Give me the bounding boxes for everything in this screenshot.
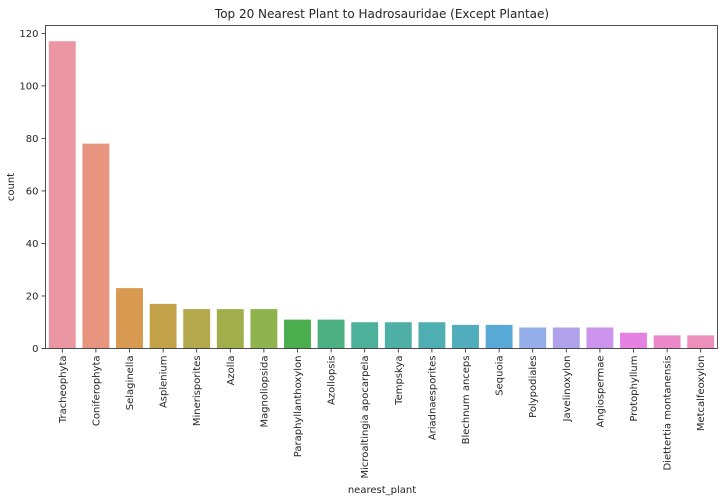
bar-microaltingia-apocarpela [351,322,379,349]
y-tick-label: 40 [26,239,39,250]
bar-magnoliopsida [250,309,278,349]
bar-azolla [216,309,244,349]
x-tick-label: Ariadnaesporites [427,356,438,441]
x-tick-label: Microaltingia apocarpela [360,356,371,479]
x-tick-label: Azolla [226,356,237,386]
x-tick-label: Protophyllum [629,356,640,422]
x-tick-label: Tempskya [394,356,405,406]
x-tick-label: Tracheophyta [58,356,69,425]
bar-azollopsis [317,319,345,349]
y-tick-label: 20 [26,291,39,302]
bar-tracheophyta [48,41,76,349]
plot-frame [45,25,718,349]
bar-ariadnaesporites [418,322,446,349]
x-tick-label: Minerisporites [192,356,203,427]
x-tick-label: Diettertia montanensis [663,356,674,471]
bar-angiospermae [586,327,614,349]
y-tick-label: 80 [26,134,39,145]
bar-selaginella [116,288,143,349]
x-tick-label: Blechnum anceps [461,356,472,445]
x-tick-label: Paraphyllanthoxylon [293,356,304,458]
bar-metcalfeoxylon [687,335,715,349]
y-tick-label: 60 [26,186,39,197]
bar-asplenium [149,303,177,349]
bar-tempskya [384,322,412,349]
x-tick-label: Javelinoxylon [562,356,573,423]
x-tick-label: Angiospermae [595,356,606,428]
x-tick-label: Metcalfeoxylon [696,356,707,432]
chart-title: Top 20 Nearest Plant to Hadrosauridae (E… [214,7,549,21]
x-tick-label: Magnoliopsida [259,356,270,428]
bar-protophyllum [620,332,647,349]
bar-paraphyllanthoxylon [284,319,311,349]
x-tick-label: Azollopsis [327,356,338,405]
x-tick-label: Coniferophyta [91,356,102,427]
bar-minerisporites [183,309,211,349]
bars-group [48,41,715,349]
y-tick-label: 0 [32,344,38,355]
x-tick-label: Polypodiales [528,356,539,418]
y-tick-label: 120 [19,29,38,40]
x-tick-label: Sequoia [495,356,506,396]
y-axis: 0 20 40 60 80 100 120 [19,29,46,355]
bar-sequoia [485,324,513,349]
y-axis-label: count [6,173,17,201]
x-axis: Tracheophyta Coniferophyta Selaginella Aspl… [58,348,707,479]
bar-blechnum-anceps [452,324,479,349]
x-axis-label: nearest_plant [348,485,416,496]
bar-javelinoxylon [552,327,580,349]
bar-coniferophyta [82,143,110,349]
bar-diettertia-montanensis [653,335,681,349]
x-tick-label: Selaginella [125,356,136,411]
x-tick-label: Asplenium [159,356,170,409]
y-tick-label: 100 [19,81,38,92]
bar-polypodiales [519,327,547,349]
